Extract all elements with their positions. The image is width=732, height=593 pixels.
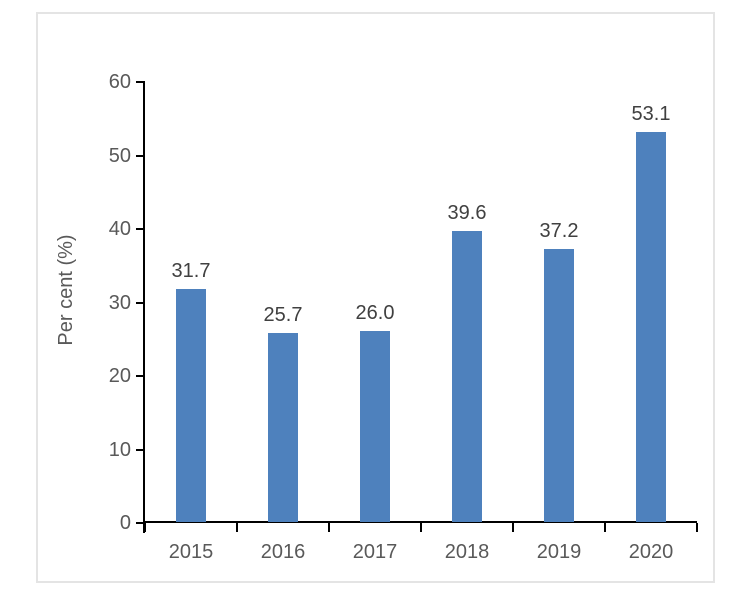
y-tick-label: 20	[108, 365, 131, 387]
bar-2018	[452, 231, 482, 522]
x-tick-mark	[604, 523, 606, 532]
y-tick-mark	[136, 448, 145, 451]
bar-2020	[636, 132, 666, 522]
x-category-label: 2015	[168, 541, 214, 563]
x-tick-mark	[512, 523, 514, 532]
x-tick-mark	[236, 523, 238, 532]
y-axis-line	[143, 82, 145, 533]
y-tick-label: 40	[108, 218, 131, 240]
x-category-label: 2019	[536, 541, 582, 563]
y-tick-label: 10	[108, 438, 131, 461]
x-category-label: 2017	[352, 541, 398, 563]
bar-2016	[268, 333, 298, 522]
bar-value-label: 53.1	[631, 103, 671, 125]
y-tick-mark	[136, 154, 145, 157]
y-tick-mark	[136, 228, 145, 230]
y-tick-label: 30	[108, 291, 131, 314]
bar-2015	[176, 289, 206, 522]
x-category-label: 2016	[260, 541, 306, 563]
y-axis-title: Per cent (%)	[55, 234, 77, 346]
x-tick-mark	[420, 523, 422, 532]
y-tick-label: 0	[119, 512, 131, 534]
bar-value-label: 39.6	[447, 202, 487, 224]
x-axis-line	[143, 521, 697, 523]
x-category-label: 2020	[628, 541, 674, 563]
y-tick-mark	[136, 375, 145, 377]
bar-2017	[360, 331, 390, 522]
x-category-label: 2018	[444, 541, 490, 563]
y-tick-label: 50	[108, 144, 131, 167]
x-tick-mark	[328, 523, 330, 532]
bar-value-label: 37.2	[539, 220, 579, 242]
bar-2019	[544, 249, 574, 522]
bar-value-label: 31.7	[171, 260, 211, 282]
x-tick-mark	[696, 523, 698, 532]
bar-value-label: 26.0	[355, 302, 395, 324]
y-tick-mark	[136, 301, 145, 304]
y-tick-mark	[136, 522, 145, 524]
bar-value-label: 25.7	[263, 304, 303, 326]
y-tick-label: 60	[108, 71, 131, 93]
x-tick-mark	[144, 523, 146, 532]
y-tick-mark	[136, 81, 145, 83]
